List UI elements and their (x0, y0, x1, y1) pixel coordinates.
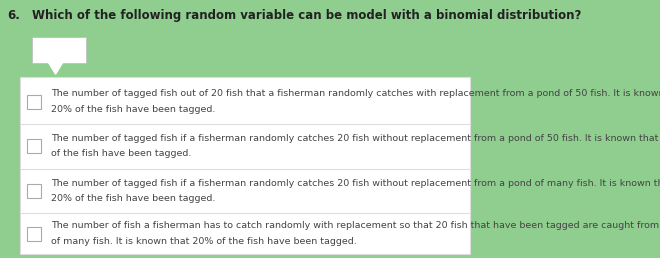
Text: The number of tagged fish out of 20 fish that a fisherman randomly catches with : The number of tagged fish out of 20 fish… (51, 90, 660, 98)
FancyBboxPatch shape (32, 37, 86, 63)
Polygon shape (49, 63, 63, 74)
Text: The number of tagged fish if a fisherman randomly catches 20 fish without replac: The number of tagged fish if a fisherman… (51, 179, 660, 188)
FancyBboxPatch shape (20, 77, 471, 254)
Text: 20% of the fish have been tagged.: 20% of the fish have been tagged. (51, 105, 215, 114)
Text: The number of fish a fisherman has to catch randomly with replacement so that 20: The number of fish a fisherman has to ca… (51, 221, 660, 230)
Text: of many fish. It is known that 20% of the fish have been tagged.: of many fish. It is known that 20% of th… (51, 237, 356, 246)
FancyBboxPatch shape (27, 95, 42, 109)
FancyBboxPatch shape (27, 227, 42, 241)
FancyBboxPatch shape (27, 139, 42, 153)
Text: Which of the following random variable can be model with a binomial distribution: Which of the following random variable c… (32, 9, 581, 22)
Text: 6.: 6. (7, 9, 20, 22)
Text: of the fish have been tagged.: of the fish have been tagged. (51, 149, 191, 158)
FancyBboxPatch shape (27, 184, 42, 198)
Text: 20% of the fish have been tagged.: 20% of the fish have been tagged. (51, 194, 215, 203)
Text: The number of tagged fish if a fisherman randomly catches 20 fish without replac: The number of tagged fish if a fisherman… (51, 134, 660, 143)
